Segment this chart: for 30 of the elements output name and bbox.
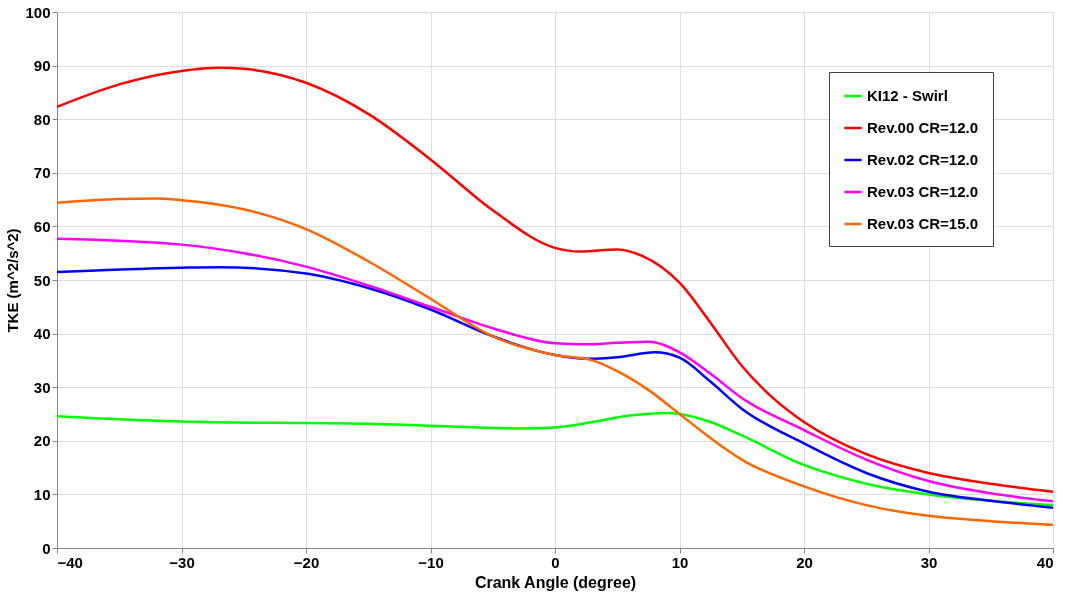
line-series bbox=[55, 197, 1055, 527]
y-tick-label: 90 bbox=[33, 57, 51, 75]
y-tick-label: 60 bbox=[33, 217, 51, 235]
line-series bbox=[55, 66, 1055, 493]
legend-label: Rev.02 CR=12.0 bbox=[867, 151, 979, 168]
legend-label: Rev.00 CR=12.0 bbox=[867, 119, 979, 136]
y-tick-label: 100 bbox=[25, 3, 51, 21]
legend-label: KI12 - Swirl bbox=[867, 87, 948, 104]
legend-label: Rev.03 CR=15.0 bbox=[867, 215, 979, 232]
line-series bbox=[55, 411, 1055, 507]
y-tick-label: 80 bbox=[33, 110, 51, 128]
y-tick-label: 0 bbox=[42, 539, 51, 557]
x-axis-title: Crank Angle (degree) bbox=[474, 573, 637, 591]
y-tick-label: 70 bbox=[33, 164, 51, 182]
x-tick-label: 40 bbox=[1036, 553, 1054, 571]
x-tick-label: 20 bbox=[796, 553, 813, 571]
y-tick-label: 40 bbox=[33, 325, 51, 343]
x-tick-label: −20 bbox=[293, 553, 320, 571]
x-tick-label: −10 bbox=[418, 553, 444, 571]
x-tick-label: 10 bbox=[671, 553, 689, 571]
y-tick-label: 20 bbox=[33, 432, 51, 450]
x-tick-label: −30 bbox=[169, 553, 195, 571]
y-tick-label: 10 bbox=[33, 485, 51, 503]
y-tick-label: 30 bbox=[33, 378, 51, 396]
legend-label: Rev.03 CR=12.0 bbox=[867, 183, 979, 200]
x-tick-label: 0 bbox=[551, 553, 560, 571]
x-tick-label: 30 bbox=[920, 553, 938, 571]
x-tick-label: −40 bbox=[57, 553, 83, 571]
y-tick-label: 50 bbox=[33, 271, 51, 289]
y-axis-title: TKE (m^2/s^2) bbox=[4, 228, 22, 333]
